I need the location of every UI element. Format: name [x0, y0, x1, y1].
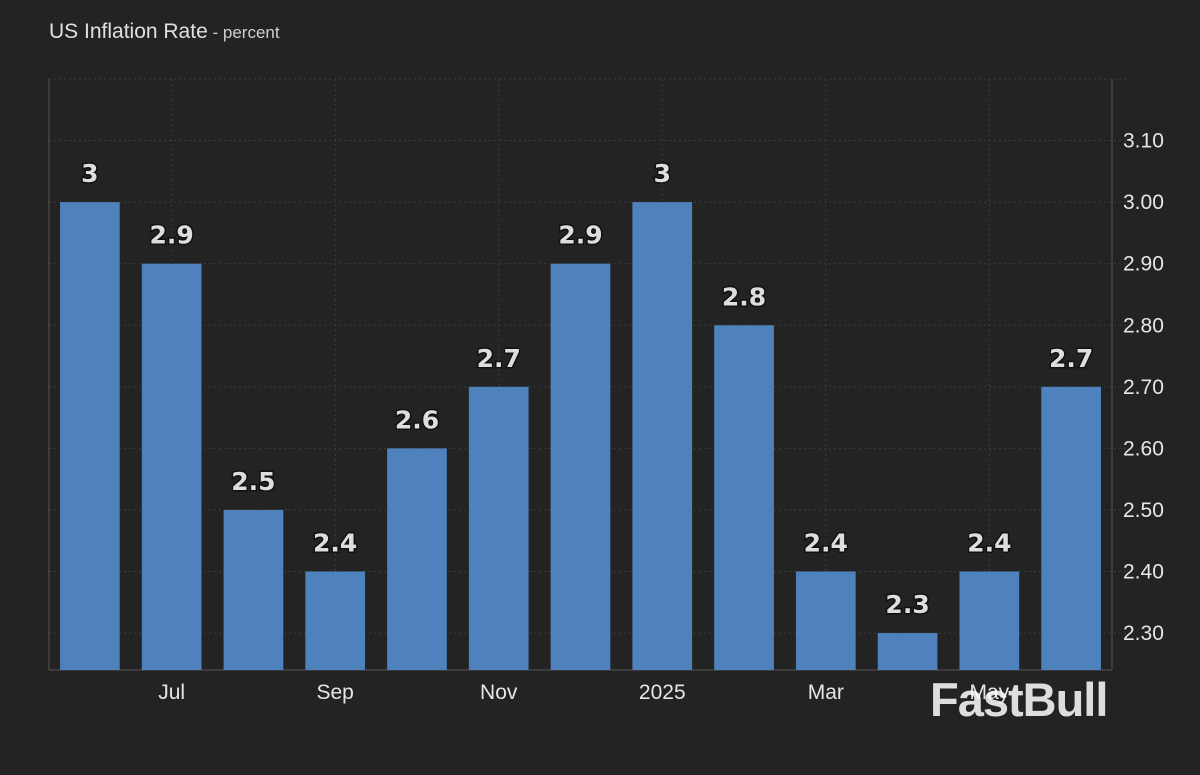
x-axis-ticks: Jul Sep Nov 2025 Mar May [158, 681, 1009, 704]
chart-subtitle: - percent [207, 23, 280, 42]
bar [550, 263, 611, 670]
bar [305, 571, 366, 670]
y-tick-label: 2.40 [1123, 561, 1164, 584]
x-tick-label: Nov [480, 681, 518, 704]
bar [141, 263, 202, 670]
bar [468, 386, 529, 670]
bar-data-label: 2.7 [1049, 344, 1093, 373]
y-tick-label: 2.50 [1123, 499, 1164, 522]
x-tick-label: Jul [158, 681, 185, 704]
x-tick-label: Mar [808, 681, 844, 704]
chart-title: US Inflation Rate - percent [49, 20, 280, 44]
bar-data-label: 2.4 [804, 529, 848, 558]
chart-title-text: US Inflation Rate [49, 20, 208, 43]
bar-data-label: 2.9 [150, 221, 194, 250]
bar-data-label: 2.5 [231, 467, 275, 496]
bar [877, 633, 938, 670]
y-tick-label: 2.30 [1123, 622, 1164, 645]
data-labels: 3 2.9 2.5 2.4 2.6 2.7 2.9 3 2.8 2.4 2.3 2.4 2.7 [80, 158, 1095, 621]
y-tick-label: 2.90 [1123, 253, 1164, 276]
bar-data-label: 2.7 [477, 344, 521, 373]
x-tick-label: 2025 [639, 681, 686, 704]
bar [387, 448, 447, 670]
x-tick-label: May [970, 681, 1010, 704]
bar [959, 571, 1020, 670]
bar-data-label: 2.8 [722, 282, 766, 311]
bars [60, 202, 1101, 670]
bar [795, 571, 856, 670]
bar-data-label: 2.6 [395, 405, 439, 434]
bar [714, 325, 774, 670]
bar-data-label: 2.9 [558, 221, 602, 250]
bar [223, 509, 284, 670]
bar-data-label: 3 [81, 159, 98, 188]
bar [1041, 386, 1101, 670]
fastbull-logo: FastBull [930, 673, 1108, 726]
y-axis-ticks: 2.30 2.40 2.50 2.60 2.70 2.80 2.90 3.00 3.10 [1123, 130, 1164, 646]
bar-data-label: 2.3 [885, 590, 929, 619]
bar [60, 202, 120, 670]
y-tick-label: 3.10 [1123, 130, 1164, 153]
y-tick-label: 2.60 [1123, 437, 1164, 460]
bar-data-label: 2.4 [313, 529, 357, 558]
y-tick-label: 2.80 [1123, 314, 1164, 337]
bar-data-label: 2.4 [967, 529, 1011, 558]
x-tick-label: Sep [317, 681, 354, 704]
bar-data-label: 3 [654, 159, 671, 188]
bar [632, 202, 693, 670]
y-tick-label: 3.00 [1123, 191, 1164, 214]
y-tick-label: 2.70 [1123, 376, 1164, 399]
